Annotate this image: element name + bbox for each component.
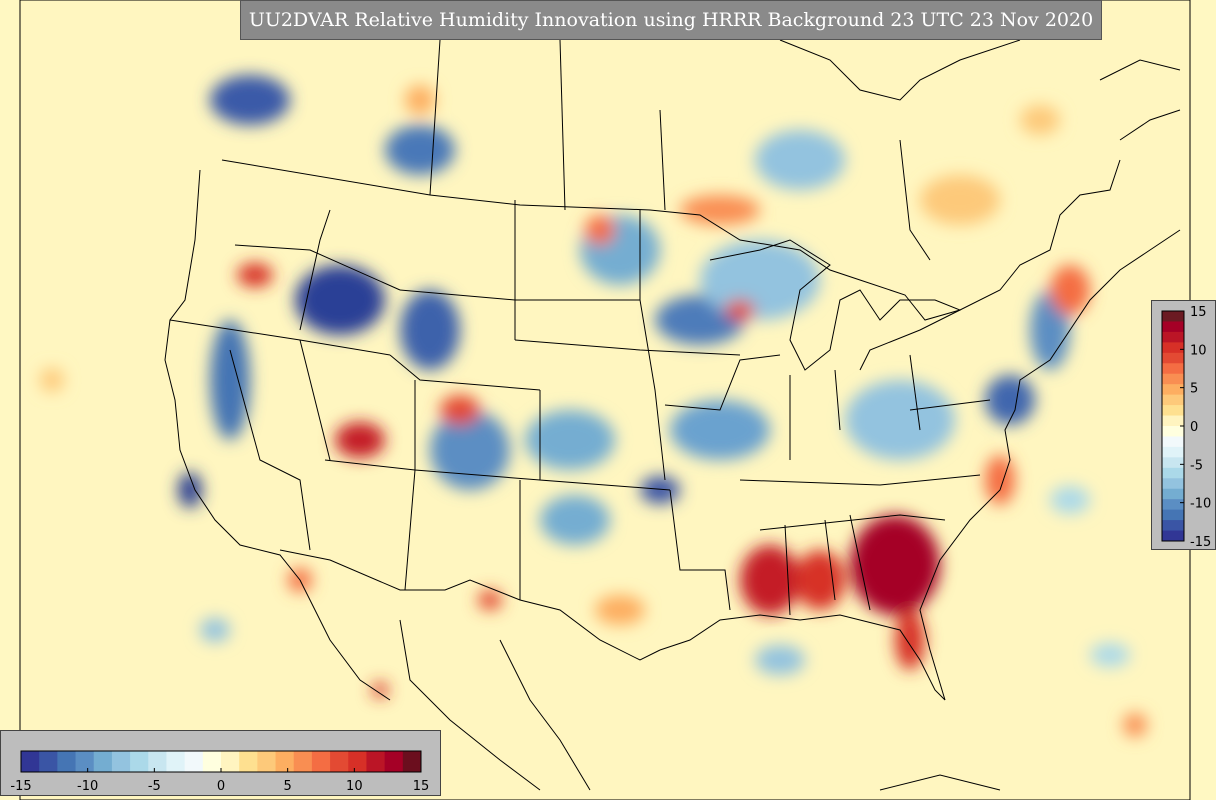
colorbar-tick-label: -10 [77,779,98,794]
colorbar-vertical: 15 10 5 0 -5 -10 -15 [1151,300,1216,550]
colorbar-swatch [311,751,331,772]
colorbar-swatch [1162,478,1184,490]
colorbar-tick-label: -15 [1190,535,1211,550]
pacific-coastline [164,169,391,701]
colorbar-swatch [1162,394,1184,406]
colorbar-swatch [1162,342,1184,354]
colorbar-tick-label: 10 [1190,343,1207,358]
colorbar-swatch [166,751,186,772]
colorbar-swatch [1162,520,1184,532]
colorbar-swatch [221,751,240,772]
colorbar-swatch [1162,436,1184,448]
colorbar-swatch [21,751,40,772]
map-title: UU2DVAR Relative Humidity Innovation usi… [240,0,1102,40]
colorbar-swatch [202,751,222,772]
colorbar-swatch [239,751,258,772]
colorbar-swatch [75,751,95,772]
colorbar-swatch [1162,384,1184,396]
colorbar-tick-label: 0 [1190,420,1198,435]
colorbar-swatch [1162,373,1184,385]
colorbar-swatch [184,751,204,772]
colorbar-tick-label: -5 [1190,458,1203,473]
colorbar-swatch [257,751,277,772]
colorbar-swatch [1162,488,1184,500]
colorbar-swatch [1162,321,1184,333]
colorbar-swatch [93,751,113,772]
colorbar-swatch [275,751,295,772]
colorbar-swatch [402,751,422,772]
colorbar-swatch [1162,363,1184,375]
colorbar-horizontal-graphic: -15 -10 -5 0 5 10 15 [10,750,430,794]
great-lakes [709,239,962,371]
colorbar-swatch [1162,311,1184,322]
colorbar-tick-label: 10 [346,779,363,794]
colorbar-swatch [130,751,149,772]
colorbar-swatch [348,751,367,772]
colorbar-vertical-graphic: 15 10 5 0 -5 -10 -15 [1161,305,1211,550]
colorbar-tick-label: 0 [217,779,225,794]
colorbar-swatch [1162,426,1184,437]
colorbar-swatch [1162,499,1184,511]
colorbar-swatch [1162,352,1184,364]
colorbar-tick-label: 5 [284,779,292,794]
colorbar-swatch [1162,509,1184,521]
colorbar-swatch [111,751,131,772]
colorbar-swatch [1162,530,1184,542]
colorbar-swatch [384,751,404,772]
political-borders [164,39,1181,791]
colorbar-tick-label: -5 [148,779,161,794]
colorbar-swatch [1162,457,1184,469]
colorbar-swatch [57,751,77,772]
colorbar-tick-label: 15 [1190,305,1207,320]
colorbar-swatch [366,751,386,772]
colorbar-horizontal: -15 -10 -5 0 5 10 15 [0,730,441,796]
colorbar-tick-label: 5 [1190,382,1198,397]
us-mexico-border [279,549,661,661]
colorbar-tick-label: -15 [10,779,31,794]
atlantic-coastline [919,229,1181,701]
gulf-coastline [659,614,946,701]
colorbar-swatch [1162,405,1184,417]
colorbar-swatch [293,751,313,772]
colorbar-swatch [1162,331,1184,343]
colorbar-swatch [39,751,58,772]
us-canada-border [221,159,1121,321]
colorbar-swatch [1162,415,1184,427]
colorbar-tick-label: -10 [1190,497,1211,512]
colorbar-tick-label: 15 [413,779,430,794]
colorbar-swatch [148,751,167,772]
colorbar-swatch [1162,467,1184,479]
colorbar-swatch [330,751,349,772]
colorbar-swatch [1162,446,1184,458]
